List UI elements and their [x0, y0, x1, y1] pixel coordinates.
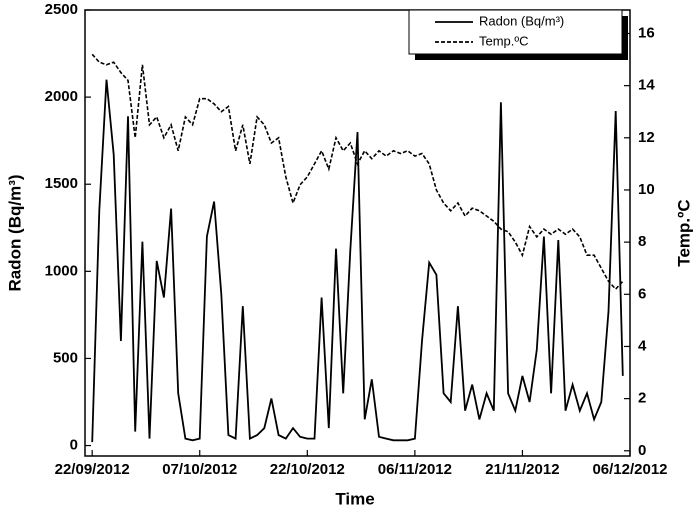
x-axis-label: Time [335, 489, 374, 508]
y-axis-label: Radon (Bq/m³) [5, 174, 24, 291]
y2-axis-label: Temp.ºC [674, 199, 693, 266]
legend-box [408, 9, 623, 55]
y2-tick-label: 6 [638, 285, 646, 302]
y-tick-label: 1000 [45, 262, 78, 279]
x-tick-label: 21/11/2012 [485, 461, 559, 478]
plot-frame [84, 9, 631, 457]
data-line [91, 53, 624, 291]
y2-tick-label: 2 [638, 390, 646, 407]
y2-tick-label: 14 [638, 77, 655, 94]
y2-tick-label: 4 [638, 337, 647, 354]
y-tick-label: 2500 [45, 1, 78, 18]
y-tick-label: 500 [53, 349, 78, 366]
y2-tick-label: 12 [638, 129, 655, 146]
x-tick-label: 22/09/2012 [55, 461, 130, 478]
y2-tick-label: 8 [638, 233, 646, 250]
x-tick-label: 06/11/2012 [378, 461, 452, 478]
y2-tick-label: 16 [638, 24, 655, 41]
y2-tick-label: 0 [638, 442, 646, 459]
x-tick-label: 06/12/2012 [592, 461, 667, 478]
legend-label: Radon (Bq/m³) [479, 13, 564, 28]
y2-tick-label: 10 [638, 181, 655, 198]
y-tick-label: 1500 [45, 175, 78, 192]
y-tick-label: 0 [70, 437, 78, 454]
x-tick-label: 07/10/2012 [162, 461, 237, 478]
y-tick-label: 2000 [45, 88, 78, 105]
legend-label: Temp.ºC [479, 33, 529, 48]
x-tick-label: 22/10/2012 [270, 461, 345, 478]
data-line [91, 79, 624, 443]
